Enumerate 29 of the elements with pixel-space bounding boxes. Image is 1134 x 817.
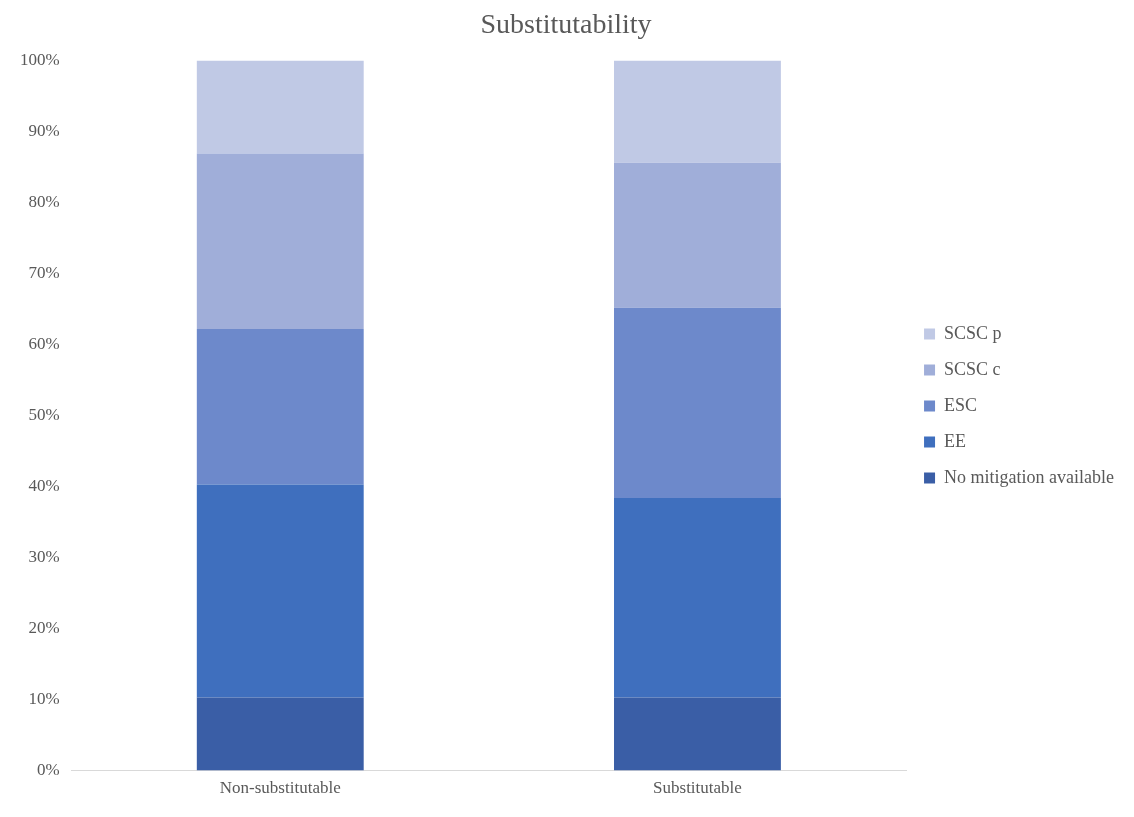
y-tick-label: 10% [28,689,60,709]
y-tick-label: 50% [28,405,60,425]
bar [614,60,781,163]
bar [196,697,364,771]
chart-title: Substitutability [480,8,652,40]
bar [614,497,781,698]
legend-label: ESC [944,394,978,415]
bar [196,60,364,154]
x-tick-label: Non-substitutable [219,778,341,798]
legend-label: SCSC c [944,358,1001,379]
y-tick-label: 20% [28,618,60,638]
bar [196,328,364,485]
y-tick-label: 80% [28,192,60,212]
bar [614,307,781,498]
bar [614,162,781,308]
legend-label: No mitigation available [944,466,1115,487]
bar [196,153,364,329]
y-tick-label: 0% [36,760,60,780]
x-tick-label: Substitutable [653,778,742,798]
y-tick-label: 100% [19,50,60,70]
legend-label: SCSC p [944,322,1002,343]
y-tick-label: 40% [28,476,60,496]
legend-label: EE [944,430,967,451]
y-tick-label: 90% [28,121,60,141]
bar [196,484,364,698]
bar [614,697,781,771]
y-tick-label: 70% [28,263,60,283]
y-tick-label: 30% [28,547,60,567]
y-tick-label: 60% [28,334,60,354]
